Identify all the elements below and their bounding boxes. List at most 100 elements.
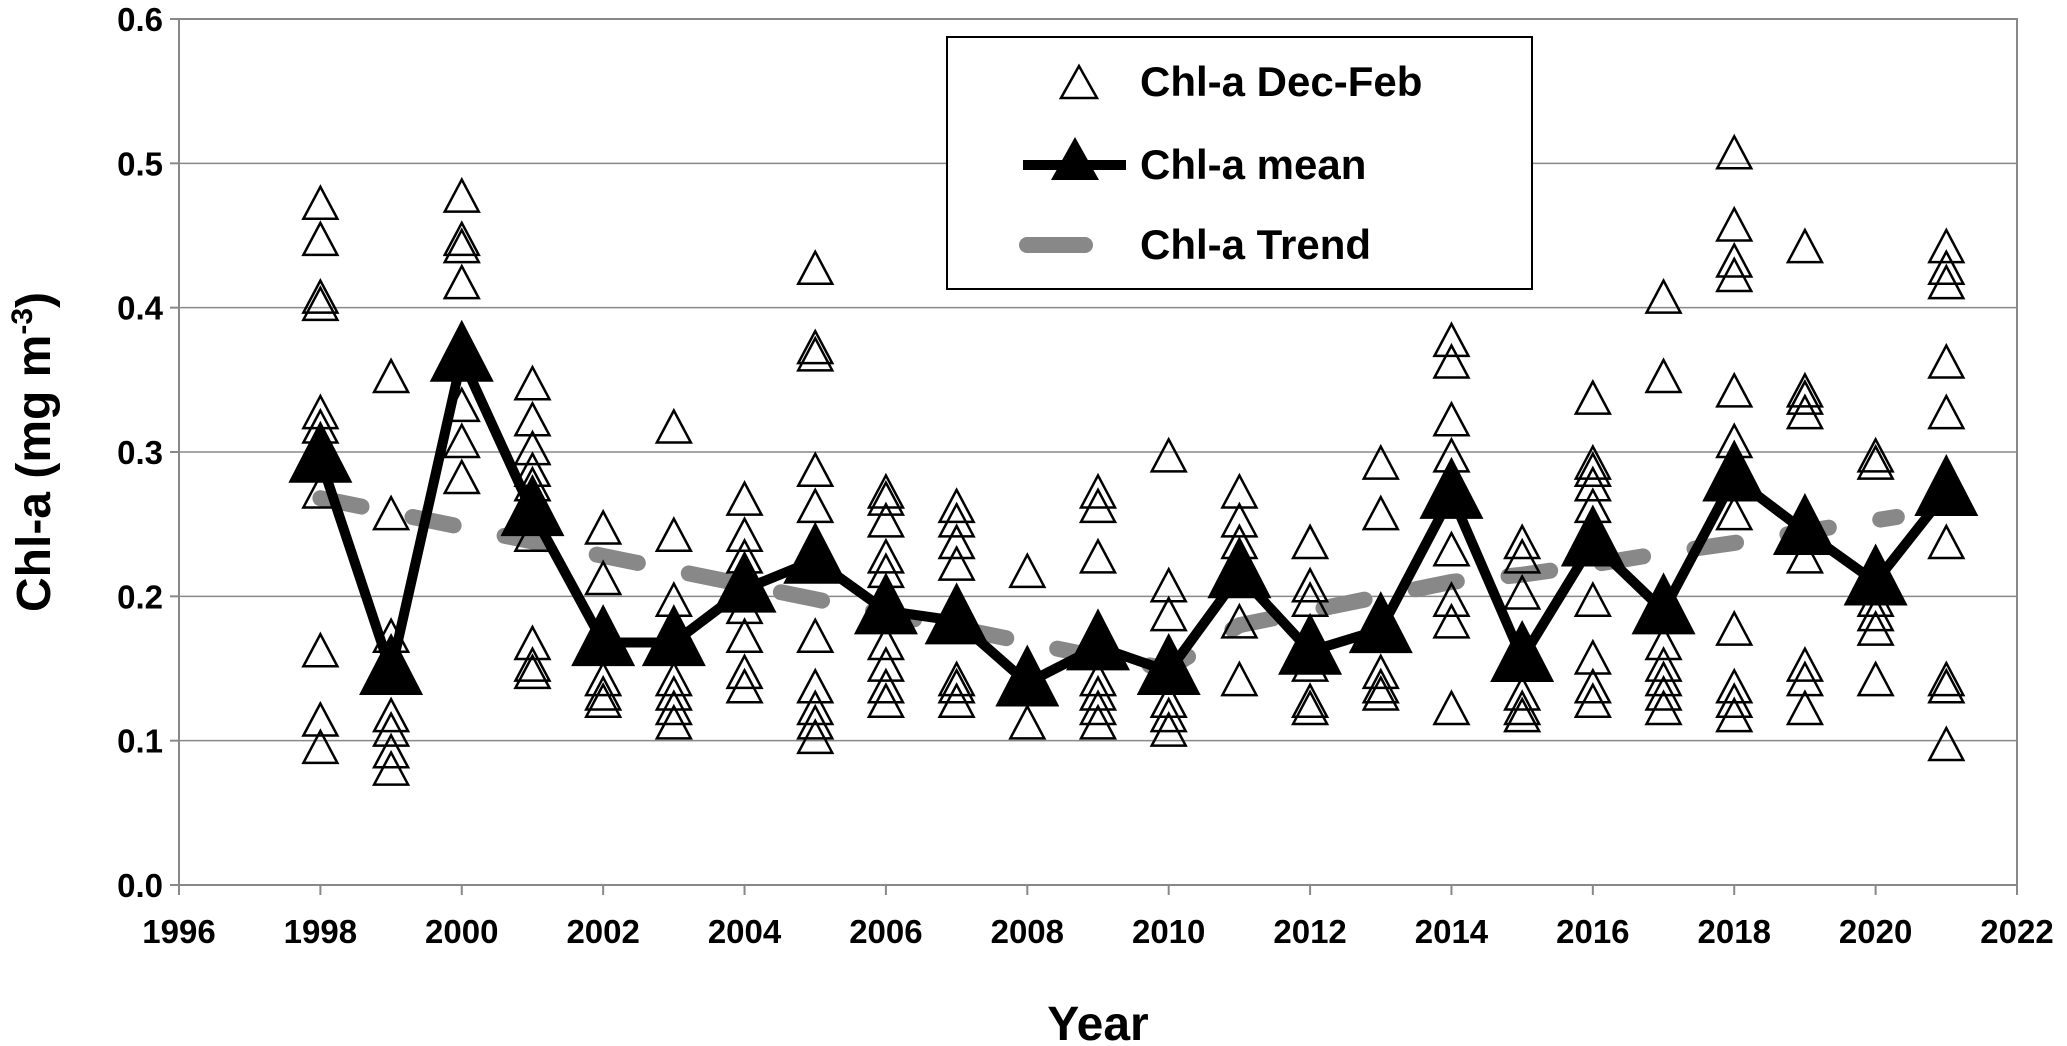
raw-point	[584, 559, 623, 596]
raw-point	[1290, 566, 1330, 603]
legend-mean-marker	[1051, 137, 1099, 180]
raw-point	[1503, 696, 1542, 733]
raw-point	[1432, 581, 1471, 617]
raw-point	[1078, 703, 1118, 740]
x-tick-label: 2014	[1415, 913, 1489, 950]
mean-point	[995, 644, 1060, 707]
y-axis-title: Chl-a (mg m-3)	[6, 292, 61, 612]
raw-point	[1078, 487, 1118, 524]
y-axis-ticks: 0.0 0.1 0.2 0.3 0.4 0.5 0.6	[117, 1, 179, 904]
raw-point	[1149, 682, 1188, 718]
raw-point	[1715, 256, 1754, 293]
legend-mean-label: Chl-a mean	[1140, 141, 1366, 188]
mean-point	[500, 474, 565, 537]
raw-point	[1927, 227, 1966, 264]
x-tick-label: 2004	[708, 913, 782, 950]
raw-point	[1927, 342, 1966, 379]
raw-point	[937, 487, 976, 524]
raw-point	[1503, 674, 1542, 711]
mean-point	[1278, 612, 1343, 675]
raw-point	[584, 660, 623, 697]
raw-point	[442, 458, 481, 495]
raw-point	[1220, 472, 1259, 509]
legend-trend-label: Chl-a Trend	[1140, 221, 1371, 268]
raw-point	[937, 501, 976, 538]
x-tick-label: 2010	[1132, 913, 1205, 950]
raw-point	[654, 674, 693, 711]
y-axis-title-main: Chl-a (mg m	[8, 335, 61, 612]
raw-point	[796, 689, 835, 726]
raw-point	[1644, 277, 1683, 314]
raw-point	[1785, 537, 1825, 574]
raw-point	[1008, 552, 1047, 589]
raw-point	[1149, 595, 1188, 632]
raw-point	[1290, 689, 1330, 726]
x-tick-label: 2012	[1273, 913, 1346, 950]
raw-point	[866, 645, 906, 682]
raw-point	[866, 667, 906, 704]
mean-point	[1914, 453, 1979, 516]
raw-point	[937, 660, 976, 697]
raw-point	[513, 624, 552, 661]
raw-point	[1573, 451, 1612, 488]
raw-point	[1785, 371, 1825, 408]
x-tick-label: 2000	[425, 913, 498, 950]
raw-point	[1856, 609, 1895, 646]
y-axis-title-sup: -3	[6, 308, 39, 335]
y-axis-title-end: )	[8, 292, 61, 308]
y-tick-label: 0.1	[117, 723, 163, 760]
raw-point	[796, 718, 835, 755]
x-tick-label: 2022	[1980, 913, 2053, 950]
raw-point	[1644, 624, 1683, 661]
raw-point	[1361, 443, 1400, 480]
raw-point	[654, 660, 693, 697]
raw-point	[1149, 710, 1188, 747]
raw-point	[1715, 609, 1754, 646]
raw-point	[1573, 378, 1612, 415]
raw-point	[442, 422, 481, 459]
mean-point	[924, 582, 989, 645]
x-axis-title: Year	[1047, 998, 1148, 1046]
raw-point	[442, 263, 481, 300]
x-tick-label: 2006	[849, 913, 922, 950]
raw-point	[1715, 682, 1754, 718]
raw-point	[1220, 602, 1259, 639]
raw-point	[513, 429, 552, 466]
raw-point	[1573, 465, 1612, 502]
raw-point	[1856, 660, 1895, 697]
raw-point	[513, 364, 552, 401]
raw-point	[371, 357, 411, 394]
x-axis-ticks: 1996 1998 2000 2002 2004 2006 2008 2010 2012 2014…	[142, 885, 2054, 950]
raw-point	[1715, 371, 1754, 408]
raw-point	[796, 249, 835, 285]
mean-point	[1490, 619, 1555, 682]
mean-point	[1560, 504, 1625, 567]
y-tick-label: 0.0	[117, 867, 163, 904]
raw-point	[442, 220, 481, 257]
raw-point	[654, 407, 693, 444]
raw-point	[796, 703, 835, 740]
raw-point	[1149, 696, 1188, 733]
raw-point	[937, 523, 976, 560]
raw-point	[1927, 667, 1966, 704]
raw-point	[866, 472, 906, 509]
raw-point	[1503, 537, 1542, 574]
raw-point	[1715, 696, 1754, 733]
legend-raw-label: Chl-a Dec-Feb	[1140, 58, 1422, 105]
mean-point	[288, 420, 353, 483]
raw-point	[1927, 523, 1966, 560]
raw-point	[1573, 682, 1612, 718]
mean-point	[1843, 543, 1908, 606]
raw-point	[301, 631, 340, 668]
raw-point	[725, 480, 764, 516]
raw-point	[301, 277, 340, 314]
mean-point	[1136, 632, 1201, 695]
raw-point	[725, 516, 764, 553]
raw-point	[1220, 501, 1259, 538]
x-tick-label: 2008	[991, 913, 1064, 950]
mean-point	[429, 319, 494, 382]
raw-point	[1290, 523, 1330, 560]
raw-point	[1644, 357, 1683, 394]
y-tick-label: 0.2	[117, 578, 163, 615]
raw-point	[1290, 682, 1330, 718]
